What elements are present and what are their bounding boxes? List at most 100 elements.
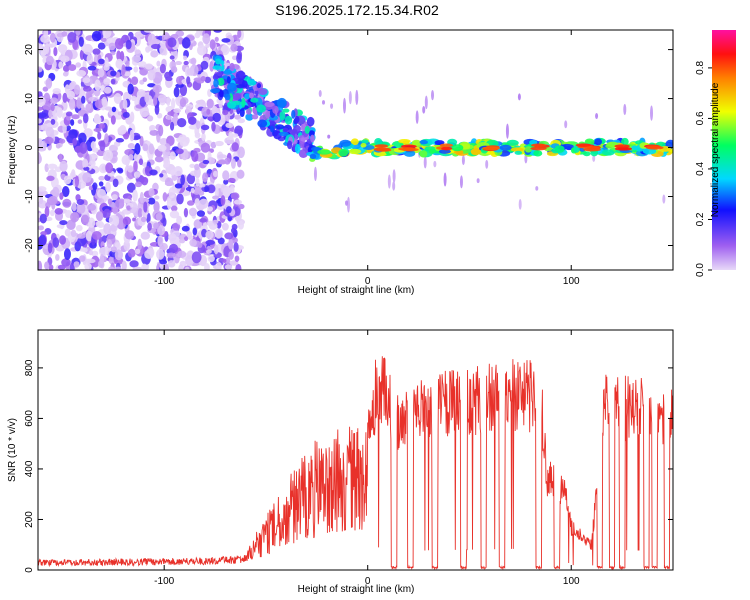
spectrogram-cell — [158, 124, 164, 137]
spectrogram-cell — [181, 225, 190, 232]
spectrogram-cell — [330, 103, 334, 109]
spectrogram-cell — [225, 257, 231, 265]
spectrogram-cell — [196, 44, 207, 56]
spectrogram-cell — [185, 255, 194, 267]
spectrogram-cell — [166, 197, 172, 210]
spectrogram-cell — [96, 211, 104, 222]
spectrogram-cell — [74, 84, 81, 95]
spectrogram-cell — [62, 71, 69, 77]
spectrogram-cell — [122, 98, 128, 110]
spectrogram-cell — [98, 123, 106, 129]
spectrogram-cell — [470, 148, 482, 156]
spectrogram-cell — [177, 117, 187, 128]
spectrogram-cell — [164, 181, 175, 187]
spectrogram-cell — [138, 91, 147, 97]
spectrogram-cell — [223, 179, 229, 185]
spectrogram-cell — [237, 220, 244, 230]
spectrogram-cell — [209, 60, 215, 72]
spectrogram-cell — [216, 229, 223, 239]
spectrogram-cell — [159, 43, 167, 56]
colorbar-tick-label: 0.0 — [695, 263, 706, 277]
spectrogram-cell — [155, 86, 160, 98]
spectrogram-cell — [212, 170, 219, 178]
spectrogram-cell — [172, 222, 181, 231]
spectrogram-cell — [81, 95, 86, 104]
spectrogram-cell — [194, 198, 200, 207]
spectrogram-cell — [173, 165, 183, 177]
spectrogram-cell — [217, 77, 225, 86]
spectrogram-cell — [46, 175, 55, 181]
spectrogram-cell — [88, 185, 94, 191]
spectrogram-cell — [207, 206, 214, 212]
spectrogram-cell — [66, 90, 75, 100]
spectrogram-cell — [114, 249, 123, 261]
spectrogram-cell — [171, 98, 176, 110]
spectrogram-cell — [434, 140, 445, 146]
spectrogram-cell — [218, 89, 224, 98]
spectrogram-cell — [214, 140, 224, 147]
spectrogram-cell — [157, 144, 167, 152]
spectrogram-cell — [186, 230, 193, 240]
spectrogram-cell — [202, 33, 211, 45]
spectrogram-cell — [269, 125, 274, 133]
spectrogram-cell — [232, 92, 242, 101]
spectrogram-cell — [186, 173, 196, 185]
spectrogram-cell — [121, 64, 126, 76]
spectrogram-cell — [205, 43, 210, 49]
spectrogram-cell — [118, 198, 125, 204]
spectrogram-cell — [78, 132, 87, 144]
spectrogram-cell — [76, 203, 86, 214]
spectrogram-cell — [104, 57, 109, 68]
spectrogram-cell — [87, 203, 97, 211]
spectrogram-cell — [237, 118, 245, 124]
spectrogram-cell — [129, 129, 135, 142]
spectrogram-cell — [132, 189, 138, 202]
spectrogram-cell — [48, 195, 58, 205]
spectrogram-cell — [313, 166, 317, 182]
spectrogram-cell — [224, 93, 231, 101]
spectrogram-cell — [146, 212, 151, 224]
spectrogram-cell — [595, 112, 599, 120]
spectrogram-cell — [94, 79, 101, 92]
spectrogram-cell — [83, 166, 90, 171]
spectrogram-cell — [59, 235, 67, 245]
spectrogram-cell — [149, 124, 156, 131]
spectrogram-cell — [159, 63, 166, 74]
spectrogram-cell — [57, 264, 66, 270]
spectrogram-cell — [233, 242, 239, 252]
spectrogram-cell — [114, 266, 122, 270]
snr-frame — [37, 329, 674, 571]
spectrogram-cell — [103, 208, 111, 219]
spectrogram-cell — [123, 71, 131, 77]
spectrogram-cell — [55, 143, 61, 149]
spectrogram-cell — [167, 260, 176, 268]
spectrogram-cell — [514, 150, 523, 155]
spectrogram-cell — [87, 217, 96, 228]
snr-x-tick-label: 100 — [563, 576, 580, 587]
spectrogram-cell — [583, 147, 601, 152]
spectrogram-cell — [176, 177, 181, 186]
spectrogram-cell — [348, 148, 362, 155]
spectrogram-cell — [154, 104, 160, 115]
spectrogram-cell — [114, 38, 124, 50]
spectrogram-cell — [62, 198, 72, 208]
spectrogram-cell — [93, 115, 102, 124]
spectrogram-cell — [71, 114, 80, 120]
colorbar-ticks: 0.0 0.2 0.4 0.6 0.8 — [695, 61, 712, 277]
spectrogram-cell — [221, 222, 229, 231]
spectrogram-cell — [72, 137, 78, 146]
spectrogram-cell — [439, 143, 454, 148]
spectrogram-cell — [197, 242, 203, 248]
spectrogram-cell — [291, 128, 298, 134]
spectrogram-cell — [510, 147, 524, 152]
spectrogram-cell — [70, 212, 80, 223]
spectrogram-cell — [68, 98, 76, 110]
spectrogram-cell — [79, 141, 88, 154]
spectrogram-cell — [179, 97, 187, 108]
spectrogram-cell — [256, 104, 267, 113]
spectrogram-cell — [174, 183, 183, 189]
spectrogram-cell — [90, 141, 97, 150]
spectrogram-cell — [63, 248, 71, 261]
